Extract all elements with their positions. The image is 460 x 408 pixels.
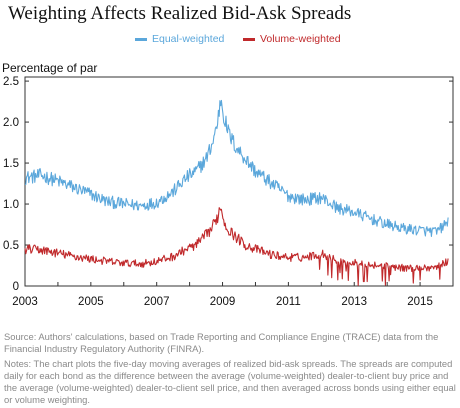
chart-legend: Equal-weighted Volume-weighted [0,33,460,47]
legend-swatch-equal-weighted [135,37,147,41]
line-chart: 0 0.5 1.0 1.5 2.0 2.5 2003 2005 2007 2009 2011 2013… [3,76,454,308]
series-line-equal-weighted [24,99,449,237]
x-tick-label: 2011 [276,296,301,308]
legend-swatch-volume-weighted [243,37,255,41]
notes-text: Notes: The chart plots the five-day movi… [4,358,456,405]
y-tick-label: 0 [13,281,19,293]
x-tick-label: 2013 [341,296,367,308]
y-tick-label: 2.5 [3,76,19,88]
y-axis-label: Percentage of par [2,61,98,75]
legend-item-volume-weighted: Volume-weighted [243,33,341,45]
x-tick-label: 2005 [78,296,104,308]
x-tick-label: 2015 [407,296,433,308]
plot-frame [24,76,454,287]
legend-item-equal-weighted: Equal-weighted [135,33,224,45]
y-tick-label: 2.0 [3,117,19,129]
x-tick-label: 2007 [144,296,170,308]
legend-label-equal-weighted: Equal-weighted [152,33,225,45]
x-tick-label: 2009 [210,296,236,308]
y-tick-label: 1.5 [3,158,19,170]
chart-title: Weighting Affects Realized Bid-Ask Sprea… [8,3,352,24]
series-line-volume-weighted [24,207,449,287]
x-tick-label: 2003 [12,296,38,308]
y-tick-label: 1.0 [3,199,19,211]
y-tick-label: 0.5 [3,240,19,252]
source-note: Source: Authors' calculations, based on … [4,331,439,354]
legend-label-volume-weighted: Volume-weighted [260,33,341,45]
